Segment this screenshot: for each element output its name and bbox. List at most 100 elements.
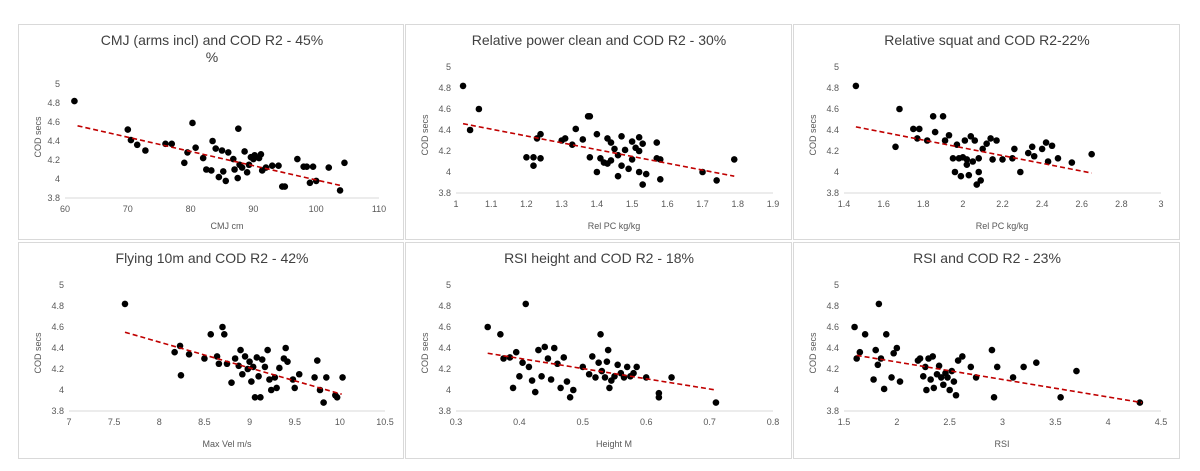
data-point bbox=[189, 119, 196, 127]
data-point bbox=[1030, 152, 1038, 160]
data-point bbox=[1011, 145, 1018, 153]
data-point bbox=[121, 300, 129, 308]
data-point bbox=[560, 354, 568, 361]
data-point bbox=[604, 346, 612, 354]
data-point bbox=[544, 355, 552, 362]
data-point bbox=[531, 388, 539, 396]
data-point bbox=[547, 376, 555, 383]
data-point bbox=[249, 363, 257, 371]
data-point bbox=[133, 141, 141, 149]
data-point bbox=[969, 158, 977, 165]
scatter-chart-rel-power-clean: Relative power clean and COD R2 - 30% 3.… bbox=[420, 32, 779, 231]
data-point bbox=[181, 159, 188, 167]
x-tick-label: 9 bbox=[247, 417, 252, 427]
trendline bbox=[856, 354, 1143, 404]
y-tick-label: 4.8 bbox=[51, 301, 64, 311]
data-point bbox=[281, 183, 289, 190]
chart-panel-flying-10m: Flying 10m and COD R2 - 42% 3.8 4 4.2 4.4 4.… bbox=[18, 242, 404, 459]
data-point bbox=[888, 374, 895, 381]
data-point bbox=[1057, 394, 1064, 401]
x-tick-label: 1.6 bbox=[661, 199, 674, 209]
y-tick-label: 4.4 bbox=[438, 125, 451, 135]
data-point bbox=[851, 323, 858, 331]
data-point bbox=[586, 113, 594, 120]
data-point bbox=[923, 386, 930, 394]
data-point bbox=[730, 156, 738, 163]
scatter-chart-rel-squat: Relative squat and COD R2-22% 3.8 4 4.2 4.4… bbox=[808, 32, 1164, 231]
data-point bbox=[607, 139, 615, 146]
y-tick-label: 4.6 bbox=[438, 104, 451, 114]
data-point bbox=[971, 137, 979, 144]
data-point bbox=[586, 154, 594, 161]
data-point bbox=[967, 363, 975, 371]
x-tick-label: 8.5 bbox=[198, 417, 211, 427]
data-point bbox=[203, 166, 210, 173]
data-point bbox=[967, 133, 975, 140]
chart-title: RSI height and COD R2 - 18% bbox=[504, 250, 694, 266]
data-point bbox=[268, 162, 276, 169]
data-point bbox=[951, 168, 959, 176]
x-tick-label: 7 bbox=[66, 417, 71, 427]
x-tick-label: 110 bbox=[372, 204, 386, 214]
y-tick-label: 4.2 bbox=[826, 364, 839, 374]
x-axis-label: Rel PC kg/kg bbox=[976, 221, 1029, 231]
data-point bbox=[1024, 149, 1032, 157]
data-point bbox=[563, 378, 571, 385]
x-tick-label: 3 bbox=[1158, 199, 1163, 209]
y-tick-label: 4.6 bbox=[826, 322, 839, 332]
data-point bbox=[585, 370, 593, 378]
chart-panel-cmj: CMJ (arms incl) and COD R2 - 45% % 3.8 4 4… bbox=[18, 24, 404, 240]
y-tick-label: 4.2 bbox=[51, 364, 64, 374]
y-tick-label: 4.6 bbox=[47, 117, 60, 127]
data-point bbox=[241, 148, 248, 155]
data-point bbox=[231, 166, 238, 173]
data-point bbox=[965, 171, 973, 179]
x-tick-label: 1.8 bbox=[917, 199, 930, 209]
y-tick-label: 4 bbox=[446, 167, 451, 177]
data-point bbox=[949, 155, 957, 162]
data-point bbox=[561, 135, 569, 142]
data-point bbox=[961, 137, 969, 144]
data-point bbox=[176, 342, 184, 350]
x-axis-label: CMJ cm bbox=[211, 221, 244, 231]
chart-title: CMJ (arms incl) and COD R2 - 45% bbox=[101, 32, 324, 48]
data-point bbox=[566, 394, 574, 401]
data-point bbox=[579, 136, 587, 143]
x-tick-label: 1.8 bbox=[732, 199, 745, 209]
x-tick-label: 3 bbox=[1000, 417, 1005, 427]
data-point bbox=[258, 356, 266, 363]
x-tick-label: 60 bbox=[60, 204, 70, 214]
trendline bbox=[77, 125, 342, 187]
x-tick-label: 1.4 bbox=[838, 199, 851, 209]
data-point bbox=[219, 323, 226, 331]
data-point bbox=[880, 385, 888, 393]
data-point bbox=[239, 370, 246, 378]
data-point bbox=[656, 176, 664, 183]
data-point bbox=[999, 156, 1006, 163]
data-point bbox=[937, 374, 945, 381]
y-tick-label: 4.6 bbox=[826, 104, 839, 114]
x-tick-label: 10.5 bbox=[376, 417, 394, 427]
y-tick-label: 5 bbox=[59, 280, 64, 290]
y-tick-label: 3.8 bbox=[438, 406, 451, 416]
data-point bbox=[642, 170, 650, 178]
chart-title-extra: % bbox=[206, 49, 218, 65]
data-point bbox=[220, 331, 228, 338]
data-point bbox=[853, 355, 860, 362]
data-point bbox=[142, 147, 149, 154]
data-point bbox=[914, 135, 921, 142]
data-point bbox=[235, 125, 242, 132]
x-tick-label: 1.5 bbox=[626, 199, 639, 209]
data-point bbox=[264, 346, 271, 354]
data-point bbox=[525, 363, 533, 371]
chart-panel-rsi: RSI and COD R2 - 23% 3.8 4 4.2 4.4 4.6 4.8 5 1.… bbox=[793, 242, 1180, 459]
y-tick-label: 3.8 bbox=[826, 406, 839, 416]
data-point bbox=[945, 131, 953, 139]
data-point bbox=[209, 137, 216, 145]
data-point bbox=[852, 82, 860, 90]
y-axis-label: COD secs bbox=[420, 332, 430, 374]
data-point bbox=[633, 363, 640, 371]
data-point bbox=[516, 373, 523, 380]
y-tick-label: 5 bbox=[446, 280, 451, 290]
data-point bbox=[306, 179, 314, 187]
